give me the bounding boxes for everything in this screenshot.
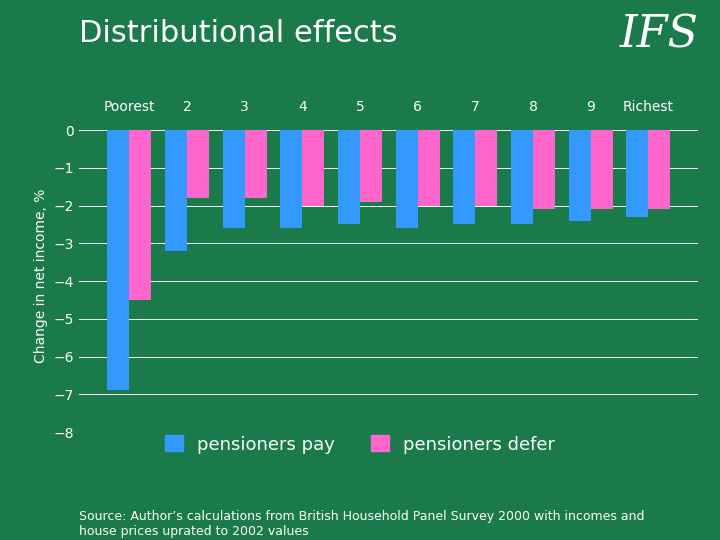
Bar — [648, 130, 670, 210]
Bar — [107, 130, 130, 390]
Bar — [338, 130, 360, 225]
Bar — [360, 130, 382, 202]
Bar — [302, 130, 324, 206]
Y-axis label: Change in net income, %: Change in net income, % — [35, 188, 48, 362]
Bar — [418, 130, 439, 206]
Text: Distributional effects: Distributional effects — [79, 19, 398, 48]
Bar — [222, 130, 245, 228]
Bar — [533, 130, 555, 210]
Bar — [396, 130, 418, 228]
Bar — [590, 130, 613, 210]
Bar — [130, 130, 151, 300]
Bar — [475, 130, 498, 206]
Bar — [511, 130, 533, 225]
Bar — [187, 130, 209, 198]
Bar — [626, 130, 648, 217]
Bar — [245, 130, 266, 198]
Legend: pensioners pay, pensioners defer: pensioners pay, pensioners defer — [157, 428, 563, 461]
Text: IFS: IFS — [619, 14, 698, 57]
Bar — [165, 130, 187, 251]
Text: Source: Author’s calculations from British Household Panel Survey 2000 with inco: Source: Author’s calculations from Briti… — [79, 510, 644, 538]
Bar — [569, 130, 590, 221]
Bar — [280, 130, 302, 228]
Bar — [454, 130, 475, 225]
